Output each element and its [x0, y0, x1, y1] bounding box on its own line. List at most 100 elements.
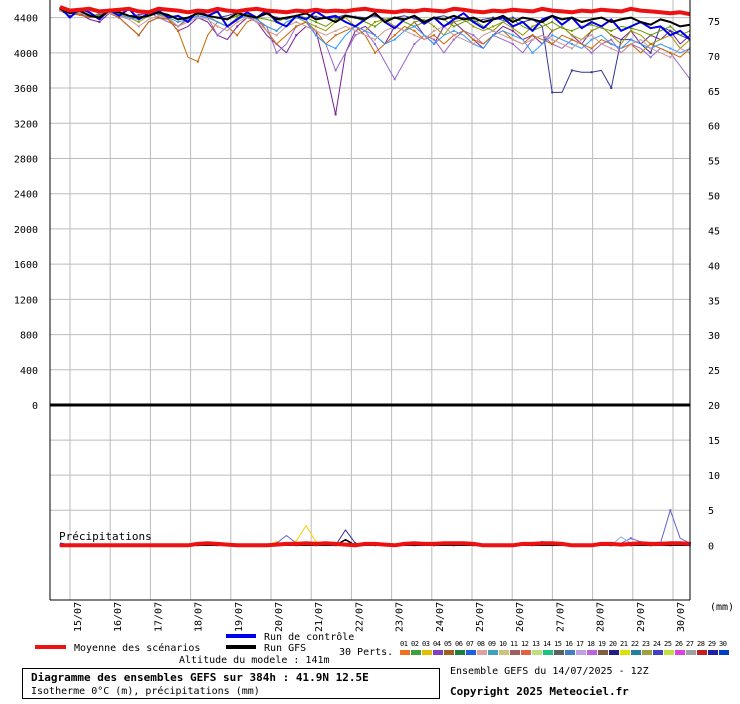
footer-run: Ensemble GEFS du 14/07/2025 - 12Z [450, 666, 649, 677]
series-point [393, 38, 396, 41]
series-point [492, 16, 495, 19]
pert-number: 14 [543, 640, 551, 648]
date-label: 19/07 [234, 602, 245, 632]
series-upper [59, 5, 690, 116]
series-point [295, 540, 298, 543]
pert-number: 25 [664, 640, 672, 648]
series-point [551, 43, 554, 46]
left-tick-label: 4000 [14, 49, 38, 60]
series-point [354, 34, 357, 37]
legend-control-label: Run de contrôle [264, 631, 354, 643]
pert-swatch [664, 650, 674, 655]
series-point [629, 29, 632, 32]
series-point [590, 34, 593, 37]
date-label: 28/07 [596, 602, 607, 632]
left-tick-label: 0 [32, 401, 38, 412]
date-label: 16/07 [113, 602, 124, 632]
series-point [669, 25, 672, 28]
series-point [590, 47, 593, 50]
date-label: 17/07 [153, 602, 164, 632]
series-point [610, 47, 613, 50]
legend-perts-label: 30 Perts. [339, 647, 393, 658]
left-tick-label: 3600 [14, 84, 38, 95]
pert-number: 27 [686, 640, 694, 648]
series-point [374, 25, 376, 28]
pert-swatch [422, 650, 432, 655]
pert-swatch [653, 650, 663, 655]
right-tick-label-upper: 50 [708, 192, 720, 203]
series-point [98, 21, 101, 24]
pert-number: 24 [653, 640, 661, 648]
series-point [374, 14, 376, 17]
pert-number: 13 [532, 640, 540, 648]
series-point [590, 29, 593, 32]
right-tick-label-upper: 40 [708, 261, 720, 272]
precip-title: Précipitations [59, 530, 152, 543]
right-tick-label-lower: 10 [708, 471, 720, 482]
series-point [295, 25, 298, 28]
series-point [590, 71, 593, 74]
series-point [314, 15, 317, 18]
series-point [590, 23, 593, 26]
series-point [314, 29, 317, 32]
series-point [255, 21, 258, 24]
pert-number: 21 [620, 640, 628, 648]
pert-swatch [499, 650, 509, 655]
series-point [157, 14, 160, 17]
footer-title: Diagramme des ensembles GEFS sur 384h : … [31, 671, 369, 684]
left-tick-label: 2800 [14, 154, 38, 165]
date-label: 15/07 [73, 602, 84, 632]
date-label: 18/07 [194, 602, 205, 632]
left-tick-label: 1600 [14, 260, 38, 271]
series-point [472, 25, 475, 28]
series-point [570, 69, 573, 72]
series-point [275, 51, 278, 54]
series-point [354, 542, 357, 545]
series-point [551, 34, 554, 37]
series-point [551, 21, 554, 24]
pert-number: 05 [444, 640, 452, 648]
series-point [570, 47, 573, 50]
grid-upper [50, 0, 690, 405]
series-point [531, 38, 534, 41]
series-point [177, 25, 180, 28]
series-point [452, 25, 455, 28]
right-tick-label-lower: 20 [708, 401, 720, 412]
right-tick-label-lower: 5 [708, 506, 714, 517]
series-point [236, 14, 239, 17]
series-point [511, 16, 514, 19]
series-point [334, 29, 337, 32]
series-point [570, 43, 573, 46]
pert-swatch [466, 650, 476, 655]
pert-number: 29 [708, 640, 716, 648]
legend-mean-label: Moyenne des scénarios [74, 642, 200, 654]
series-point [433, 34, 436, 37]
series-point [610, 38, 613, 41]
series-point [472, 34, 475, 37]
pert-number: 15 [554, 640, 562, 648]
pert-number: 28 [697, 640, 705, 648]
footer-copyright: Copyright 2025 Meteociel.fr [450, 685, 629, 698]
series-point [196, 16, 199, 19]
series-point [78, 13, 81, 16]
date-labels: 15/07 16/07 17/07 18/07 19/07 20/07 21/07 22/07… [73, 602, 687, 632]
date-label: 27/07 [555, 602, 566, 632]
series-point [236, 25, 239, 28]
pert-number: 20 [609, 640, 617, 648]
series-point [629, 537, 632, 540]
series-point [393, 34, 396, 37]
series-point [433, 25, 436, 28]
series-point [413, 43, 416, 46]
series-point [590, 38, 593, 41]
series-point [413, 17, 416, 20]
pert-number: 26 [675, 640, 683, 648]
right-tick-label-lower: 0 [708, 541, 714, 552]
date-label: 29/07 [636, 602, 647, 632]
series-point [196, 60, 199, 63]
pert-number: 19 [598, 640, 606, 648]
pert-number: 22 [631, 640, 639, 648]
series-point [452, 29, 455, 32]
pert-number: 02 [411, 640, 419, 648]
series-point [629, 38, 632, 41]
series-point [531, 34, 534, 37]
